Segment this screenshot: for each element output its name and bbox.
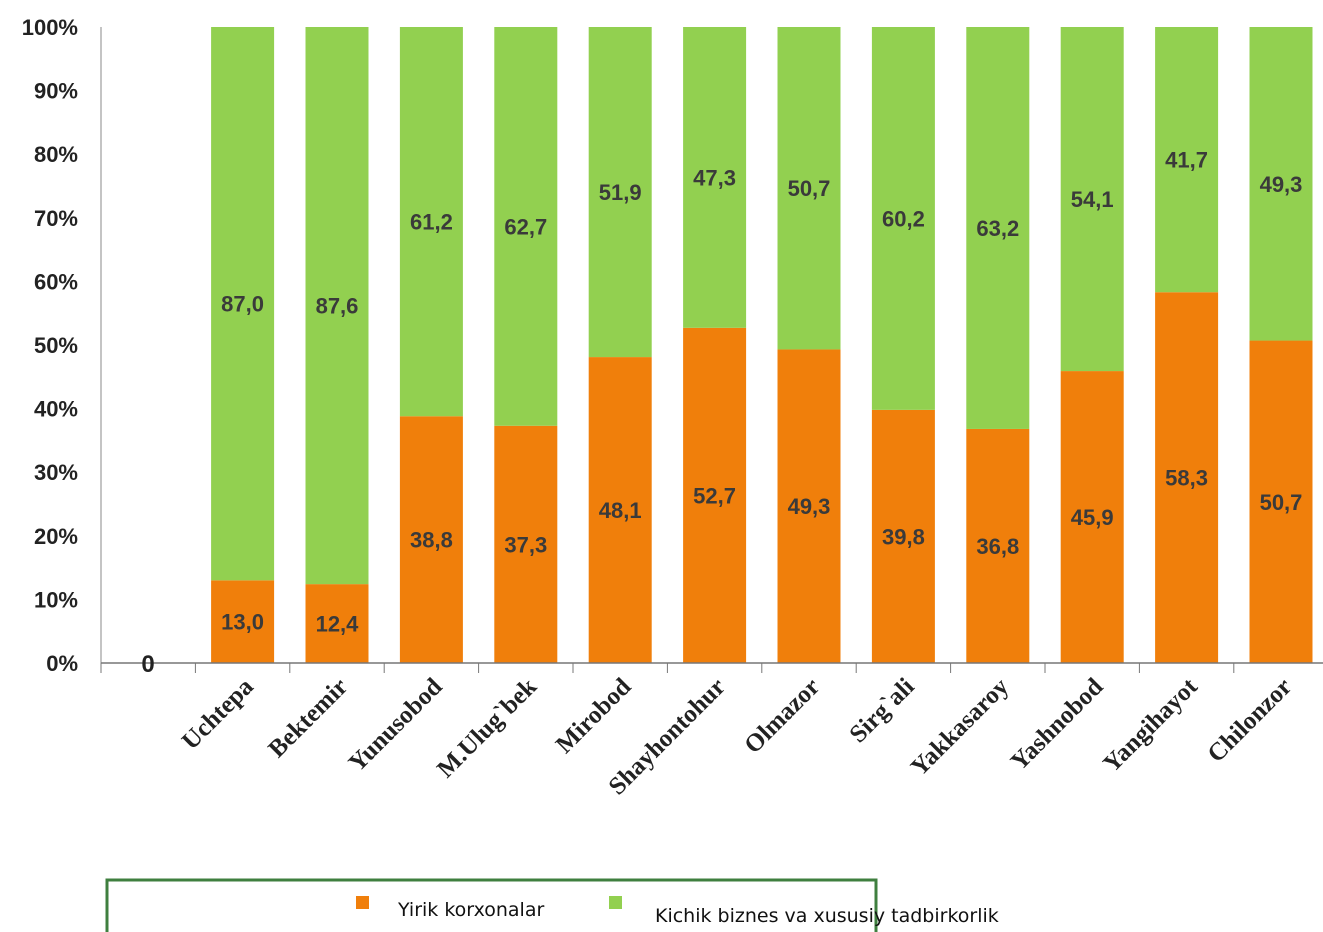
bar-value-label: 41,7: [1165, 148, 1208, 173]
bar-value-label: 49,3: [788, 494, 831, 519]
bar-yirik: [1060, 371, 1124, 663]
bar-kichik: [1060, 27, 1124, 372]
bar-yirik: [211, 580, 275, 663]
legend: Yirik korxonalar Kichik biznes va xususi…: [105, 878, 999, 932]
bar-value-label: 49,3: [1260, 172, 1303, 197]
bar-value-label: 48,1: [599, 498, 642, 523]
bar-value-label: 54,1: [1071, 187, 1114, 212]
x-tick-label: Uchtepa: [177, 673, 259, 755]
y-tick-label: 70%: [34, 206, 78, 231]
bar-value-label: 37,3: [504, 532, 547, 557]
y-tick-label: 50%: [34, 333, 78, 358]
bar-kichik: [494, 27, 558, 426]
value-labels: 13,0 87,0 12,4 87,6 38,8 61,2 37,3 62,7 48,1 51,9…: [221, 148, 1302, 637]
bar-value-label: 45,9: [1071, 505, 1114, 530]
bar-value-label: 13,0: [221, 610, 264, 635]
bars: [211, 27, 1313, 663]
y-tick-label: 60%: [34, 269, 78, 294]
bar-kichik: [871, 27, 935, 410]
bar-yirik: [1155, 292, 1219, 663]
bar-yirik: [871, 409, 935, 663]
y-tick-label: 80%: [34, 142, 78, 167]
bar-value-label: 51,9: [599, 180, 642, 205]
x-tick-label: Yashnobod: [1006, 673, 1109, 776]
bar-value-label: 52,7: [693, 483, 736, 508]
y-axis: 0% 10% 20% 30% 40% 50% 60% 70% 80% 90% 100%: [22, 15, 102, 676]
bar-value-label: 87,0: [221, 292, 264, 317]
legend-label-yirik-korxonalar: Yirik korxonalar: [397, 899, 544, 921]
bar-kichik: [211, 27, 275, 581]
x-tick-label: Olmazor: [739, 673, 825, 759]
bar-yirik: [1249, 340, 1313, 663]
bar-value-label: 63,2: [976, 216, 1019, 241]
legend-label-kichik-biznes: Kichik biznes va xususiy tadbirkorlik: [655, 905, 999, 927]
x-tick-label: Mirobod: [551, 673, 637, 759]
y-tick-label: 0%: [46, 651, 78, 676]
bar-yirik: [683, 327, 747, 663]
bar-value-label: 38,8: [410, 528, 453, 553]
x-tick-label: M.Ulug`bek: [432, 673, 542, 783]
y-tick-label: 40%: [34, 397, 78, 422]
bar-yirik: [399, 416, 463, 663]
y-tick-label: 100%: [22, 15, 78, 40]
bar-kichik: [1155, 27, 1219, 293]
bar-kichik: [399, 27, 463, 417]
bar-yirik: [494, 425, 558, 663]
bar-value-label: 60,2: [882, 206, 925, 231]
y-tick-label: 10%: [34, 587, 78, 612]
x-tick-label: Chilonzor: [1203, 673, 1298, 768]
bar-value-label: 39,8: [882, 524, 925, 549]
y-tick-label: 20%: [34, 524, 78, 549]
bar-value-label: 36,8: [976, 534, 1019, 559]
empty-category-value-label: 0: [141, 651, 154, 678]
bar-kichik: [683, 27, 747, 328]
bar-value-label: 50,7: [788, 176, 831, 201]
legend-swatch-yirik-korxonalar: [356, 896, 369, 909]
y-tick-label: 90%: [34, 79, 78, 104]
legend-box: [105, 878, 878, 932]
bar-value-label: 47,3: [693, 165, 736, 190]
bar-kichik: [777, 27, 841, 350]
bar-value-label: 50,7: [1260, 490, 1303, 515]
y-tick-label: 30%: [34, 460, 78, 485]
bar-yirik: [588, 357, 652, 663]
x-tick-label: Yunusobod: [344, 673, 448, 777]
x-tick-label: Yakkasaroy: [906, 673, 1015, 782]
bar-kichik: [966, 27, 1030, 429]
bar-yirik: [777, 349, 841, 663]
bar-kichik: [588, 27, 652, 358]
bar-kichik: [305, 27, 369, 585]
bar-value-label: 87,6: [316, 294, 359, 319]
bar-value-label: 58,3: [1165, 466, 1208, 491]
bar-value-label: 12,4: [316, 612, 360, 637]
bar-kichik: [1249, 27, 1313, 341]
bar-value-label: 62,7: [504, 214, 547, 239]
x-tick-label: Bektemir: [263, 673, 353, 763]
x-tick-label: Yangihayot: [1098, 673, 1203, 778]
legend-swatch-kichik-biznes: [609, 896, 622, 909]
bar-yirik: [966, 428, 1030, 663]
bar-value-label: 61,2: [410, 210, 453, 235]
x-tick-label: Sirg`ali: [845, 673, 920, 748]
bar-yirik: [305, 584, 369, 663]
